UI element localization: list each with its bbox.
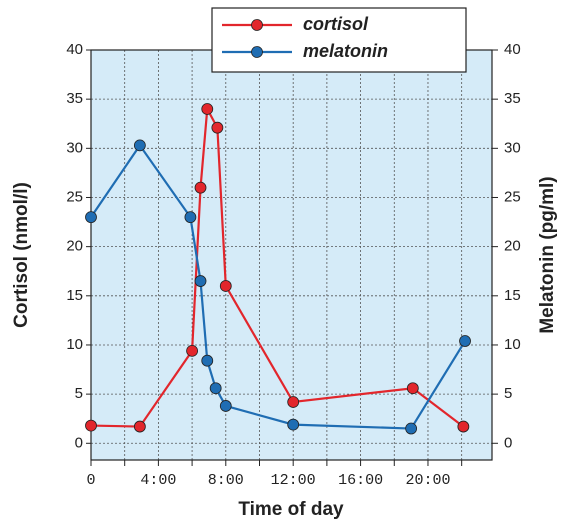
data-point bbox=[194, 275, 207, 287]
legend-marker bbox=[251, 19, 263, 31]
data-point bbox=[201, 354, 214, 367]
data-point bbox=[459, 335, 471, 347]
x-axis-title: Time of day bbox=[238, 499, 344, 520]
y2-tick-label: 10 bbox=[504, 336, 521, 353]
data-point bbox=[209, 382, 222, 395]
data-point bbox=[85, 211, 97, 224]
data-point bbox=[85, 419, 97, 432]
legend-box bbox=[211, 7, 467, 73]
y2-tick-label: 25 bbox=[504, 188, 521, 205]
data-point bbox=[133, 139, 146, 152]
y-tick-label: 35 bbox=[66, 90, 83, 107]
y-tick-label: 20 bbox=[66, 238, 83, 255]
data-point bbox=[194, 181, 207, 194]
x-tick-label: 20:00 bbox=[405, 472, 450, 489]
data-point bbox=[211, 121, 224, 134]
y2-tick-label: 40 bbox=[504, 41, 521, 58]
data-point bbox=[287, 396, 300, 408]
x-tick-label: 12:00 bbox=[271, 472, 316, 489]
series-line bbox=[90, 143, 466, 430]
data-point bbox=[219, 280, 232, 292]
y-tick-label: 40 bbox=[66, 41, 83, 58]
data-point bbox=[186, 344, 198, 357]
data-point bbox=[406, 382, 419, 395]
legend-marker bbox=[251, 46, 263, 58]
plot-background bbox=[91, 50, 492, 460]
y-tick-label: 25 bbox=[66, 188, 83, 205]
y-axis-title: Cortisol (nmol/l) bbox=[11, 182, 32, 328]
x-tick-label: 16:00 bbox=[338, 472, 383, 489]
y2-tick-label: 0 bbox=[504, 434, 512, 451]
data-point bbox=[133, 420, 146, 433]
y-tick-label: 10 bbox=[66, 336, 83, 353]
y2-tick-label: 20 bbox=[504, 238, 521, 255]
y2-axis-title: Melatonin (pg/ml) bbox=[537, 176, 558, 333]
data-point bbox=[287, 418, 300, 431]
legend-label: melatonin bbox=[303, 41, 388, 61]
y2-tick-label: 5 bbox=[504, 385, 512, 402]
y2-tick-label: 35 bbox=[504, 90, 521, 107]
data-point bbox=[457, 420, 470, 433]
y-tick-label: 5 bbox=[75, 385, 83, 402]
y-tick-label: 30 bbox=[66, 139, 83, 156]
data-point bbox=[405, 422, 418, 435]
data-point bbox=[219, 400, 232, 412]
y2-tick-label: 30 bbox=[504, 139, 521, 156]
data-point bbox=[184, 211, 197, 224]
y-tick-label: 0 bbox=[75, 434, 83, 451]
data-point bbox=[201, 103, 214, 115]
y-tick-label: 15 bbox=[66, 287, 83, 304]
series-line bbox=[90, 105, 465, 428]
legend-label: cortisol bbox=[303, 14, 369, 34]
x-tick-label: 8:00 bbox=[208, 472, 244, 489]
x-tick-label: 0 bbox=[86, 472, 95, 489]
x-tick-label: 4:00 bbox=[140, 472, 176, 489]
y2-tick-label: 15 bbox=[504, 287, 521, 304]
